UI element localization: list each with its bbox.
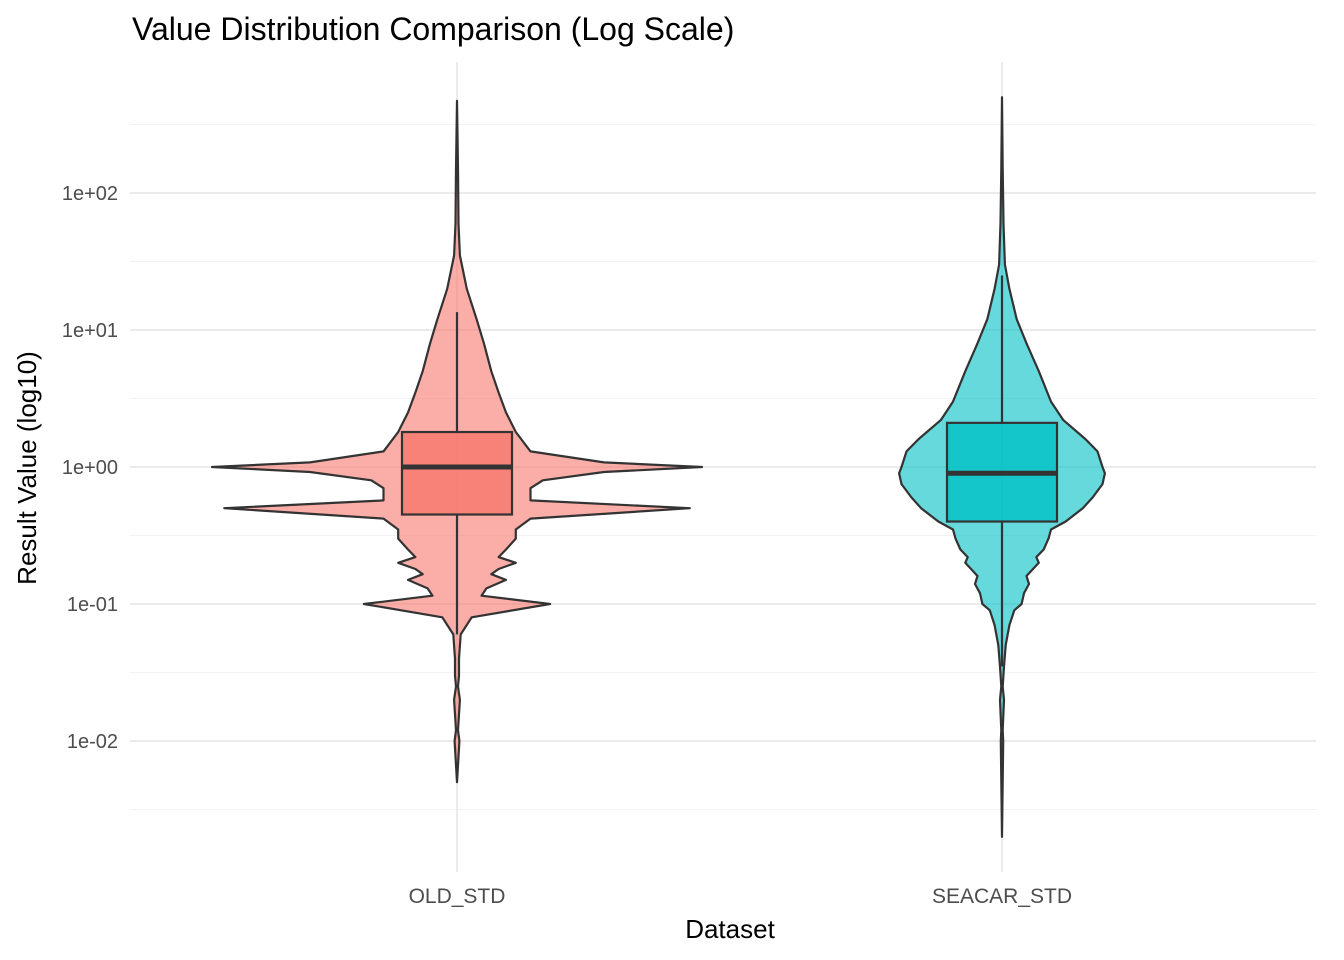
x-axis-label: Dataset bbox=[685, 914, 775, 944]
x-tick-label: SEACAR_STD bbox=[932, 885, 1072, 908]
y-tick-label: 1e+02 bbox=[62, 183, 118, 205]
y-tick-label: 1e-01 bbox=[67, 594, 118, 616]
y-tick-label: 1e+01 bbox=[62, 320, 118, 342]
y-tick-label: 1e+00 bbox=[62, 457, 118, 479]
y-axis-label: Result Value (log10) bbox=[12, 351, 42, 585]
grid-minor bbox=[130, 124, 1316, 810]
x-axis-ticks: OLD_STD SEACAR_STD bbox=[409, 885, 1072, 908]
y-tick-label: 1e-02 bbox=[67, 731, 118, 753]
y-axis-ticks: 1e-02 1e-01 1e+00 1e+01 1e+02 bbox=[62, 183, 118, 753]
box-old-std bbox=[400, 430, 514, 516]
chart-title: Value Distribution Comparison (Log Scale… bbox=[132, 11, 734, 47]
violin-marks bbox=[210, 96, 1106, 838]
x-tick-label: OLD_STD bbox=[409, 885, 506, 908]
